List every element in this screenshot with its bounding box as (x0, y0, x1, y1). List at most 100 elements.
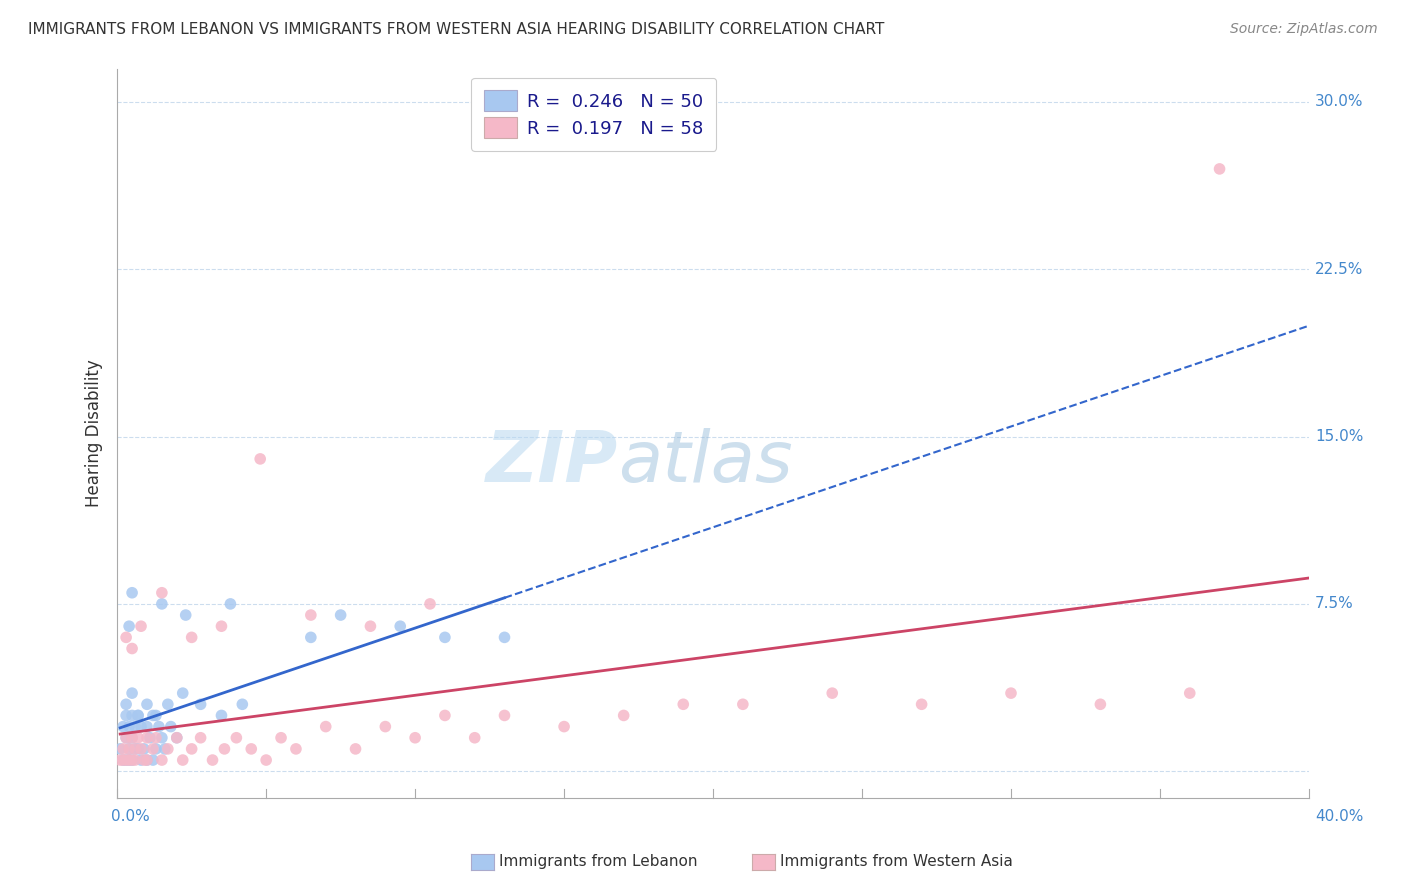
Point (108, 742, 131, 756)
Point (374, 720, 396, 734)
Point (127, 708, 149, 723)
Point (118, 753, 141, 767)
Point (121, 753, 143, 767)
Point (299, 608, 322, 623)
Point (124, 753, 146, 767)
Point (211, 619, 233, 633)
Point (211, 708, 233, 723)
Point (299, 631, 322, 645)
Point (1178, 686, 1201, 700)
Text: Immigrants from Lebanon: Immigrants from Lebanon (499, 855, 697, 869)
Point (166, 731, 188, 745)
Point (153, 742, 176, 756)
Point (494, 708, 516, 723)
Point (124, 742, 146, 756)
Point (1000, 686, 1022, 700)
Point (112, 753, 135, 767)
Point (231, 698, 253, 712)
Point (127, 708, 149, 723)
Y-axis label: Hearing Disability: Hearing Disability (86, 359, 103, 508)
Point (129, 619, 152, 633)
Point (180, 631, 202, 645)
Point (180, 742, 202, 756)
Point (115, 753, 138, 767)
Point (190, 731, 212, 745)
Legend: R =  0.246   N = 50, R =  0.197   N = 58: R = 0.246 N = 50, R = 0.197 N = 58 (471, 78, 716, 151)
Point (284, 742, 307, 756)
Point (118, 720, 141, 734)
Text: Immigrants from Western Asia: Immigrants from Western Asia (780, 855, 1014, 869)
Point (219, 597, 242, 611)
Point (419, 597, 441, 611)
Point (172, 686, 194, 700)
Text: atlas: atlas (617, 428, 793, 497)
Point (136, 731, 159, 745)
Point (145, 708, 167, 723)
Point (136, 753, 159, 767)
Point (121, 731, 143, 745)
Text: 30.0%: 30.0% (1315, 95, 1364, 110)
Point (129, 742, 152, 756)
Point (249, 451, 271, 466)
Point (553, 720, 575, 734)
Point (145, 731, 167, 745)
Point (1090, 698, 1112, 712)
Point (344, 742, 367, 756)
Point (821, 686, 844, 700)
Point (121, 686, 143, 700)
Point (142, 753, 165, 767)
Point (910, 698, 932, 712)
Point (132, 753, 155, 767)
Point (129, 753, 152, 767)
Text: Source: ZipAtlas.com: Source: ZipAtlas.com (1230, 22, 1378, 37)
Point (156, 698, 179, 712)
Point (225, 731, 247, 745)
Point (115, 708, 138, 723)
Point (136, 753, 159, 767)
Point (118, 742, 141, 756)
Point (112, 742, 135, 756)
Point (174, 608, 197, 623)
Point (166, 731, 188, 745)
Point (315, 720, 337, 734)
Point (142, 708, 165, 723)
Point (150, 731, 173, 745)
Point (115, 731, 138, 745)
Point (142, 742, 165, 756)
Point (115, 753, 138, 767)
Point (115, 731, 138, 745)
Point (329, 608, 352, 623)
Point (494, 631, 516, 645)
Point (389, 619, 412, 633)
Text: IMMIGRANTS FROM LEBANON VS IMMIGRANTS FROM WESTERN ASIA HEARING DISABILITY CORRE: IMMIGRANTS FROM LEBANON VS IMMIGRANTS FR… (28, 22, 884, 37)
Point (124, 720, 146, 734)
Point (433, 631, 456, 645)
Point (731, 698, 754, 712)
Point (121, 586, 143, 600)
Point (159, 720, 181, 734)
Point (121, 731, 143, 745)
Point (112, 753, 135, 767)
Point (121, 753, 143, 767)
Point (115, 631, 138, 645)
Point (139, 731, 162, 745)
Point (132, 742, 155, 756)
Point (1208, 161, 1230, 176)
Point (190, 698, 212, 712)
Point (254, 753, 277, 767)
Point (118, 742, 141, 756)
Point (121, 641, 143, 656)
Point (464, 731, 486, 745)
Point (150, 586, 173, 600)
Point (124, 742, 146, 756)
Point (118, 619, 141, 633)
Point (201, 753, 224, 767)
Point (136, 698, 159, 712)
Point (148, 720, 170, 734)
Point (270, 731, 292, 745)
Text: ZIP: ZIP (485, 428, 617, 497)
Point (672, 698, 695, 712)
Point (129, 720, 152, 734)
Point (145, 742, 167, 756)
Text: 40.0%: 40.0% (1315, 809, 1364, 824)
